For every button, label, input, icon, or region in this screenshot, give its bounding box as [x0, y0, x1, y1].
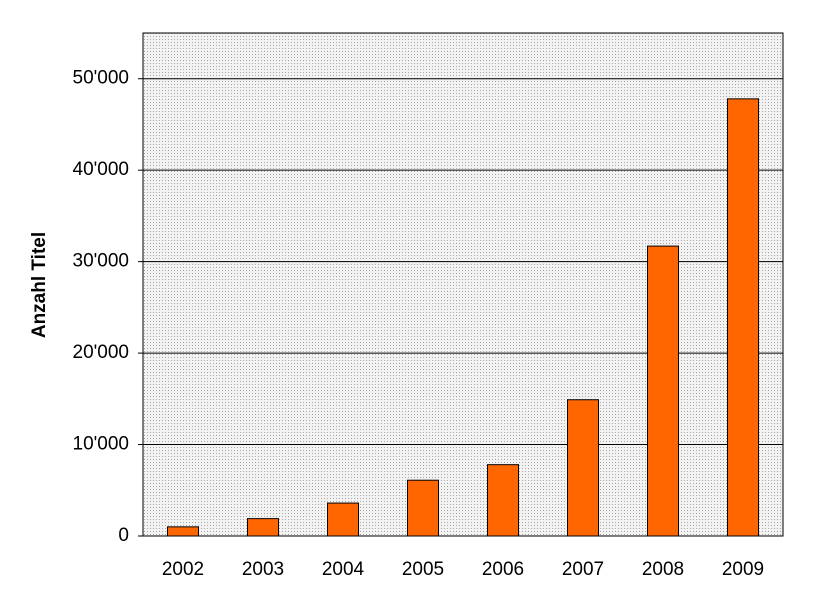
y-tick-label: 30'000 [73, 251, 129, 272]
bar [407, 479, 439, 537]
x-tick-label: 2006 [482, 559, 524, 580]
y-tick-label: 50'000 [73, 68, 129, 89]
y-tick-label: 10'000 [73, 434, 129, 455]
x-tick-label: 2009 [722, 559, 764, 580]
x-tick-label: 2002 [162, 559, 204, 580]
bar [647, 245, 679, 537]
x-tick-label: 2003 [242, 559, 284, 580]
bar [567, 399, 599, 537]
y-tick-label: 0 [118, 525, 129, 546]
x-tick-label: 2004 [322, 559, 365, 580]
bar [247, 518, 279, 537]
y-axis-label: Anzahl Titel [29, 232, 50, 338]
x-tick-label: 2005 [402, 559, 444, 580]
bar [167, 526, 199, 537]
bar [327, 502, 359, 537]
y-tick-label: 20'000 [73, 342, 129, 363]
bar [727, 98, 759, 537]
x-tick-label: 2008 [642, 559, 684, 580]
x-tick-label: 2007 [562, 559, 604, 580]
bar [487, 464, 519, 537]
plot-area [142, 32, 784, 537]
y-tick-label: 40'000 [73, 159, 129, 180]
